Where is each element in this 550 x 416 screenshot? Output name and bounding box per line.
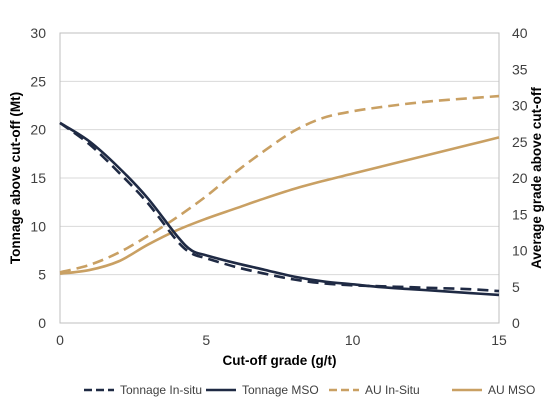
x-tick-label: 0: [56, 332, 64, 348]
y-left-tick-label: 0: [38, 315, 46, 331]
y-left-tick-label: 20: [30, 122, 46, 138]
y-right-tick-label: 10: [512, 243, 528, 259]
y-right-tick-label: 30: [512, 98, 528, 114]
series-layer: [59, 94, 500, 297]
x-axis-title: Cut-off grade (g/t): [223, 353, 337, 368]
y-right-tick-label: 15: [512, 206, 528, 222]
y-right-tick-label: 35: [512, 61, 528, 77]
y-left-tick-label: 30: [30, 25, 46, 41]
y-right-tick-label: 40: [512, 25, 528, 41]
y-left-tick-label: 25: [30, 73, 46, 89]
series-line-au-in-situ: [59, 94, 500, 274]
legend-label-au-mso: AU MSO: [488, 383, 535, 397]
y-left-axis-title: Tonnage above cut-off (Mt): [8, 92, 23, 264]
legend: Tonnage In-situ Tonnage MSO AU In-Situ AU M…: [84, 383, 535, 397]
y-right-tick-label: 0: [512, 315, 520, 331]
x-tick-label: 15: [491, 332, 507, 348]
y-right-tick-label: 20: [512, 170, 528, 186]
y-left-tick-label: 15: [30, 170, 46, 186]
x-tick-label: 10: [345, 332, 361, 348]
y-left-tick-label: 5: [38, 267, 46, 283]
y-right-tick-label: 25: [512, 134, 528, 150]
y-right-axis-title: Average grade above cut-off: [529, 87, 544, 269]
tick-labels: 0 5 10 15 20 25 30 0 5 10 15 20 25 30 35 40 0 5 10 15: [30, 25, 527, 348]
plot-area-border: [59, 32, 500, 324]
x-tick-label: 5: [202, 332, 210, 348]
y-right-tick-label: 5: [512, 279, 520, 295]
series-line-au-mso: [59, 136, 500, 275]
series-line-tonnage-mso: [59, 121, 500, 297]
legend-label-tonnage-in-situ: Tonnage In-situ: [120, 383, 202, 397]
legend-label-au-in-situ: AU In-Situ: [365, 383, 420, 397]
y-left-tick-label: 10: [30, 218, 46, 234]
legend-label-tonnage-mso: Tonnage MSO: [242, 383, 319, 397]
series-line-tonnage-in-situ: [59, 121, 500, 293]
